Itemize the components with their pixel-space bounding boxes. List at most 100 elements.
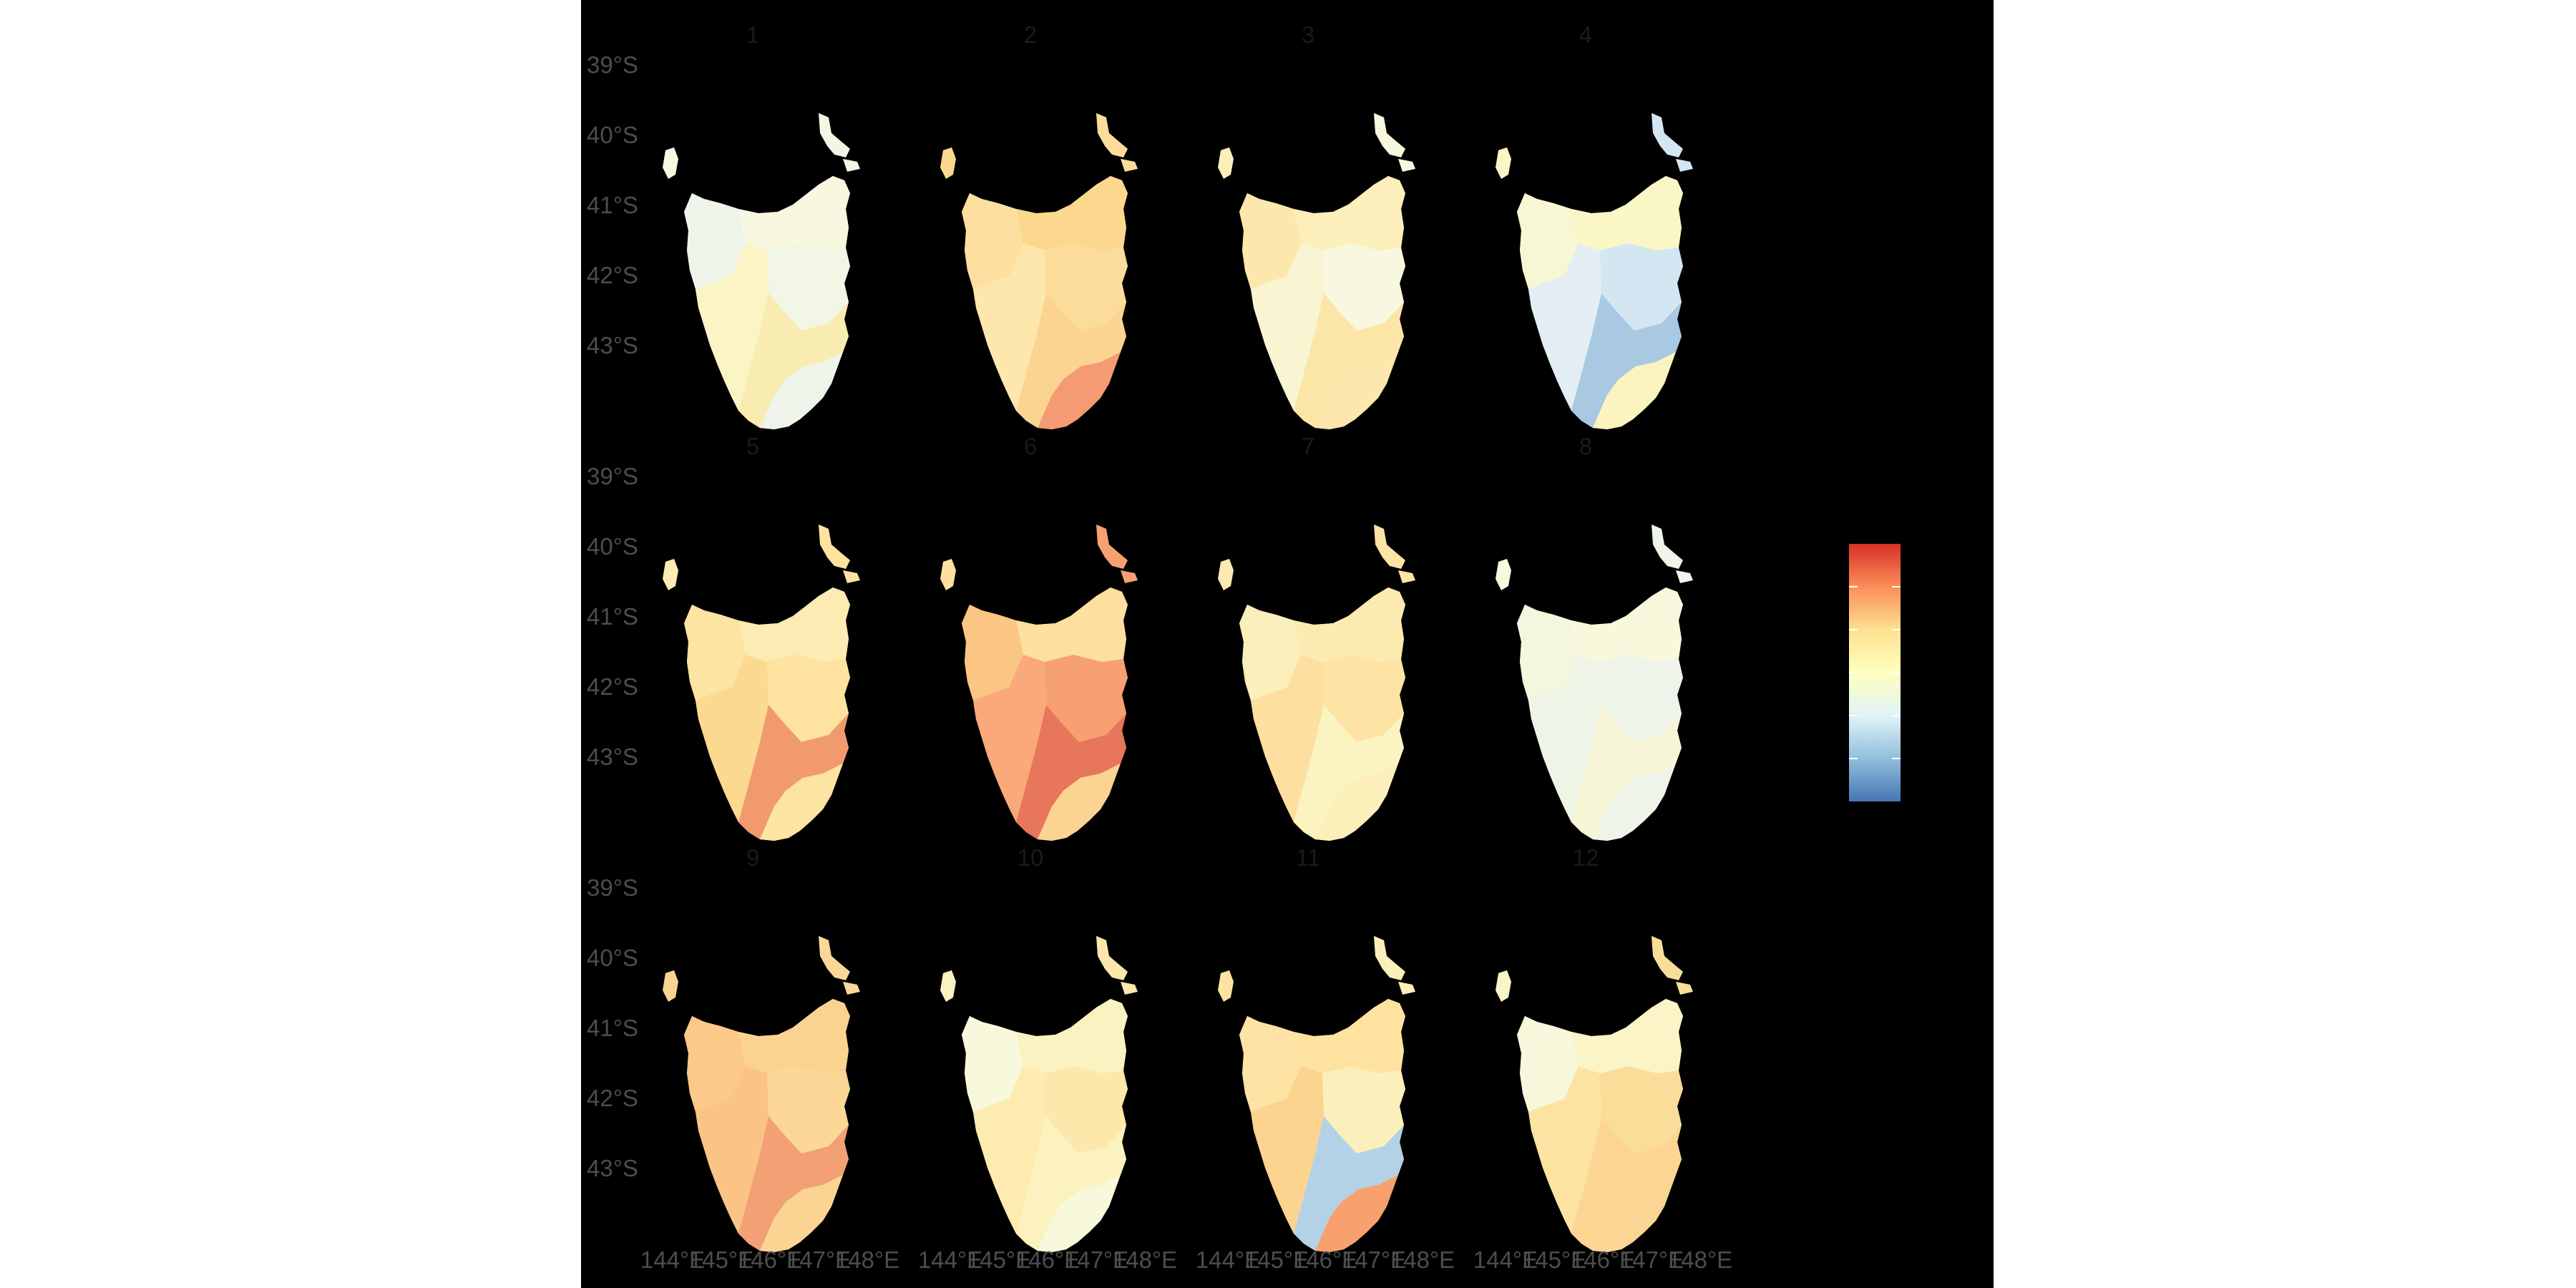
facet-label: 10 bbox=[1018, 844, 1044, 871]
facet-label: 11 bbox=[1296, 844, 1320, 871]
region-4 bbox=[1600, 1066, 1683, 1153]
cape-barren-island bbox=[1121, 159, 1138, 172]
y-tick-label: 40°S bbox=[587, 945, 638, 971]
facet-panels: 1 39°S 40°S 41°S 42°S 43°S 2 3 4 5 39°S 40°S 41°S 42°… bbox=[587, 21, 1732, 1273]
region-2 bbox=[1571, 587, 1683, 662]
x-tick-label: 145°E bbox=[1244, 1246, 1309, 1273]
region-2 bbox=[738, 999, 850, 1073]
region-6 bbox=[1593, 763, 1676, 841]
region-3 bbox=[1528, 655, 1601, 822]
region-4 bbox=[1600, 243, 1683, 331]
region-1 bbox=[1517, 1016, 1579, 1112]
faceted-map-figure: 1 39°S 40°S 41°S 42°S 43°S 2 3 4 5 39°S 40°S 41°S 42°… bbox=[581, 0, 1994, 1288]
flinders-island bbox=[1096, 936, 1128, 980]
region-5 bbox=[1016, 1116, 1126, 1251]
flinders-island bbox=[1374, 525, 1405, 569]
flinders-island bbox=[1652, 113, 1683, 157]
king-island bbox=[663, 147, 678, 179]
region-6 bbox=[1315, 1175, 1398, 1252]
y-tick-label: 43°S bbox=[587, 332, 638, 358]
y-tick-label: 39°S bbox=[587, 463, 638, 489]
color-legend bbox=[1849, 544, 1901, 801]
cape-barren-island bbox=[1676, 570, 1693, 583]
x-tick-label: 147°E bbox=[1064, 1246, 1128, 1273]
tasmania-map bbox=[1218, 113, 1415, 429]
y-tick-label: 43°S bbox=[587, 1155, 638, 1181]
region-5 bbox=[738, 1116, 849, 1251]
region-6 bbox=[1593, 352, 1676, 429]
region-1 bbox=[1239, 605, 1301, 701]
region-1 bbox=[962, 605, 1023, 701]
king-island bbox=[663, 559, 678, 590]
y-tick-label: 41°S bbox=[587, 1015, 638, 1041]
region-6 bbox=[760, 1175, 843, 1252]
region-3 bbox=[973, 243, 1046, 411]
flinders-island bbox=[819, 936, 850, 980]
region-5 bbox=[738, 293, 849, 428]
x-tick-label: 147°E bbox=[1342, 1246, 1406, 1273]
facet-label: 3 bbox=[1302, 21, 1314, 48]
tasmania-map bbox=[663, 936, 860, 1252]
region-6 bbox=[1038, 352, 1121, 429]
tasmania-map bbox=[940, 525, 1138, 841]
region-6 bbox=[1593, 1175, 1676, 1252]
cape-barren-island bbox=[843, 159, 860, 172]
x-tick-label: 145°E bbox=[1522, 1246, 1586, 1273]
flinders-island bbox=[1652, 525, 1683, 569]
region-1 bbox=[684, 193, 746, 289]
region-1 bbox=[962, 1016, 1023, 1112]
cape-barren-island bbox=[1676, 982, 1693, 995]
region-4 bbox=[1600, 655, 1683, 742]
y-tick-label: 42°S bbox=[587, 673, 638, 700]
king-island bbox=[1496, 970, 1511, 1002]
y-tick-label: 42°S bbox=[587, 1085, 638, 1111]
facet-label: 7 bbox=[1302, 433, 1314, 459]
region-3 bbox=[973, 1066, 1046, 1234]
region-2 bbox=[1016, 999, 1128, 1073]
region-1 bbox=[684, 605, 746, 701]
region-6 bbox=[760, 763, 843, 841]
region-4 bbox=[1322, 1066, 1405, 1153]
region-1 bbox=[1517, 605, 1579, 701]
cape-barren-island bbox=[1121, 982, 1138, 995]
region-2 bbox=[1294, 587, 1405, 662]
region-4 bbox=[1045, 655, 1128, 742]
region-6 bbox=[1038, 763, 1121, 841]
region-5 bbox=[1571, 1116, 1682, 1251]
region-1 bbox=[962, 193, 1023, 289]
region-3 bbox=[696, 1066, 769, 1234]
flinders-island bbox=[819, 113, 850, 157]
region-5 bbox=[1571, 705, 1682, 839]
cape-barren-island bbox=[1676, 159, 1693, 172]
cape-barren-island bbox=[843, 982, 860, 995]
x-tick-label: 146°E bbox=[1015, 1246, 1080, 1273]
king-island bbox=[940, 559, 956, 590]
y-tick-label: 40°S bbox=[587, 533, 638, 560]
region-5 bbox=[1016, 293, 1126, 428]
region-3 bbox=[696, 655, 769, 822]
x-tick-label: 144°E bbox=[1196, 1246, 1260, 1273]
x-tick-label: 147°E bbox=[1619, 1246, 1684, 1273]
region-3 bbox=[1251, 655, 1324, 822]
x-tick-label: 148°E bbox=[835, 1246, 899, 1273]
x-tick-label: 148°E bbox=[1113, 1246, 1177, 1273]
region-3 bbox=[1528, 1066, 1601, 1234]
region-4 bbox=[1045, 243, 1128, 331]
tasmania-map bbox=[1496, 525, 1693, 841]
king-island bbox=[1218, 559, 1234, 590]
region-2 bbox=[1016, 176, 1128, 250]
tasmania-map bbox=[940, 936, 1138, 1252]
tasmania-map bbox=[663, 525, 860, 841]
plot-canvas: 1 39°S 40°S 41°S 42°S 43°S 2 3 4 5 39°S 40°S 41°S 42°… bbox=[587, 21, 1901, 1273]
tasmania-map bbox=[1218, 936, 1415, 1252]
y-tick-label: 39°S bbox=[587, 874, 638, 901]
king-island bbox=[940, 147, 956, 179]
colorbar-ticks bbox=[1849, 586, 1901, 759]
tasmania-map bbox=[1218, 525, 1415, 841]
region-6 bbox=[1315, 763, 1398, 841]
region-1 bbox=[1239, 1016, 1301, 1112]
region-3 bbox=[1251, 1066, 1324, 1234]
x-tick-label: 146°E bbox=[1293, 1246, 1357, 1273]
cape-barren-island bbox=[1398, 982, 1415, 995]
facet-label: 1 bbox=[746, 21, 759, 48]
